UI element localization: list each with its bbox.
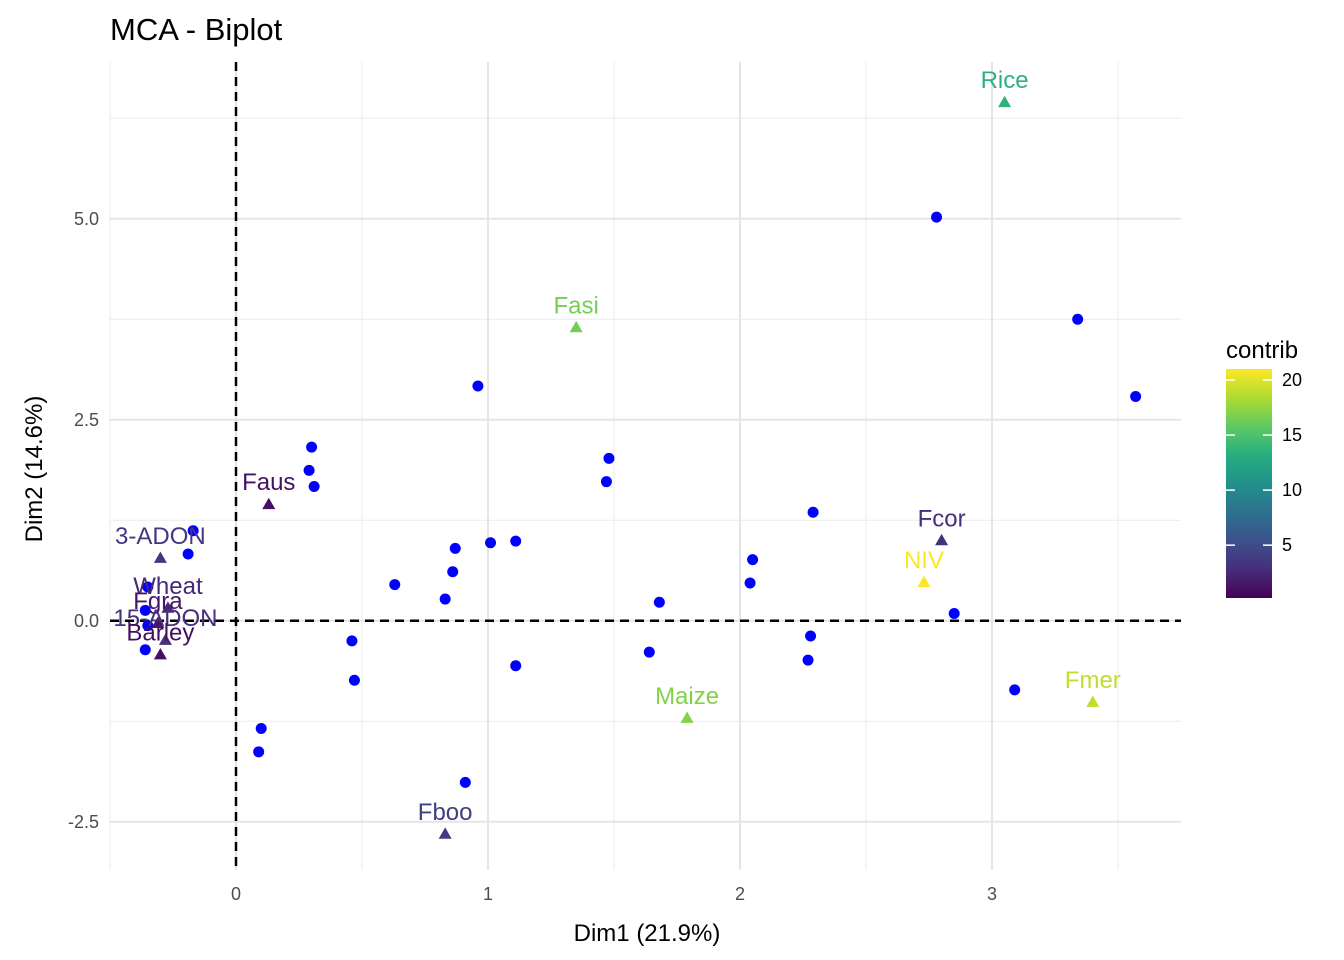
variable-marker	[935, 533, 949, 546]
individual-point	[346, 635, 358, 647]
legend-tick-label: 10	[1282, 480, 1302, 500]
individual-point	[439, 593, 451, 605]
individual-point	[389, 579, 401, 591]
legend-colorbar	[1226, 369, 1272, 598]
variable-label: Fboo	[418, 799, 473, 826]
individual-point	[303, 464, 315, 476]
individual-point	[255, 722, 267, 734]
variable-label: Fcor	[918, 505, 966, 532]
variable-marker	[1086, 695, 1100, 707]
legend-tick-label: 20	[1282, 370, 1302, 390]
variable-label: NIV	[904, 547, 944, 574]
variable-label: Wheat	[133, 573, 203, 600]
individual-point	[643, 646, 655, 658]
legend-ticks: 5 10 15 20	[1226, 370, 1302, 555]
individual-point	[510, 535, 522, 547]
variable-label: Fmer	[1065, 667, 1121, 694]
individual-point	[948, 608, 960, 620]
x-tick-label: 3	[987, 884, 997, 904]
individual-point	[807, 506, 819, 518]
y-axis-title: Dim2 (14.6%)	[21, 396, 48, 543]
contrib-legend: contrib 5 10 15 20	[1226, 337, 1302, 598]
variable-marker	[151, 616, 165, 629]
individual-point	[802, 654, 814, 666]
variable-marker	[569, 320, 583, 333]
chart-title: MCA - Biplot	[110, 12, 283, 47]
x-tick-label: 1	[483, 884, 493, 904]
y-tick-label: 2.5	[74, 410, 99, 430]
x-tick-label: 2	[735, 884, 745, 904]
variable-label: 15-ADON	[113, 605, 217, 632]
variable-label: 3-ADON	[115, 523, 206, 550]
individual-point	[139, 604, 151, 616]
individual-point	[459, 776, 471, 788]
variable-label: Fasi	[554, 292, 599, 319]
individual-point	[805, 630, 817, 642]
variable-label: Fgra	[133, 588, 183, 615]
variable-marker	[998, 95, 1012, 108]
individual-point	[253, 746, 265, 758]
individual-point	[348, 674, 360, 686]
variable-marker	[153, 648, 167, 660]
individual-point	[306, 441, 318, 453]
x-axis-title: Dim1 (21.9%)	[574, 920, 721, 947]
individual-point	[449, 542, 461, 554]
variable-marker	[153, 551, 167, 563]
legend-tick-label: 5	[1282, 535, 1292, 555]
plot-panel: Rice Fasi Faus 3-ADON WheatFgra15-ADONBarley…	[109, 62, 1181, 870]
variable-label: Maize	[655, 683, 719, 710]
individual-point	[142, 620, 154, 632]
individual-point	[187, 525, 199, 537]
individual-point	[182, 548, 194, 560]
major-gridlines	[110, 62, 1181, 870]
y-axis-ticks: -2.5 0.0 2.5 5.0	[68, 209, 99, 832]
variable-label: Faus	[242, 469, 295, 496]
individual-point	[510, 660, 522, 672]
legend-title: contrib	[1226, 337, 1298, 364]
variable-markers	[151, 95, 1100, 839]
legend-tick-label: 15	[1282, 425, 1302, 445]
variable-marker	[438, 827, 452, 839]
variable-label: Barley	[126, 620, 194, 647]
x-tick-label: 0	[231, 884, 241, 904]
individual-point	[447, 566, 459, 578]
individual-point	[744, 577, 756, 589]
individual-point	[308, 481, 320, 493]
y-tick-label: 5.0	[74, 209, 99, 229]
individual-point	[1130, 390, 1142, 402]
variable-label: Rice	[981, 67, 1029, 94]
y-tick-label: -2.5	[68, 812, 99, 832]
individual-point	[485, 537, 497, 549]
reference-lines	[110, 62, 1181, 870]
individual-point	[139, 644, 151, 656]
individual-point	[747, 554, 759, 566]
individual-points	[139, 211, 1142, 788]
y-tick-label: 0.0	[74, 611, 99, 631]
individual-point	[1072, 313, 1084, 325]
minor-gridlines	[109, 62, 1181, 870]
individual-point	[472, 380, 484, 392]
individual-point	[931, 211, 943, 223]
individual-point	[600, 476, 612, 488]
variable-marker	[262, 497, 276, 510]
individual-point	[1009, 684, 1021, 696]
variable-marker	[158, 633, 172, 645]
variable-marker	[680, 711, 694, 723]
variable-marker	[917, 575, 931, 588]
x-axis-ticks: 0 1 2 3	[231, 884, 997, 904]
individual-point	[142, 581, 154, 593]
individual-point	[653, 596, 665, 608]
variable-marker	[161, 601, 175, 613]
variable-labels: Rice Fasi Faus 3-ADON WheatFgra15-ADONBarley…	[113, 67, 1120, 826]
individual-point	[603, 452, 615, 464]
